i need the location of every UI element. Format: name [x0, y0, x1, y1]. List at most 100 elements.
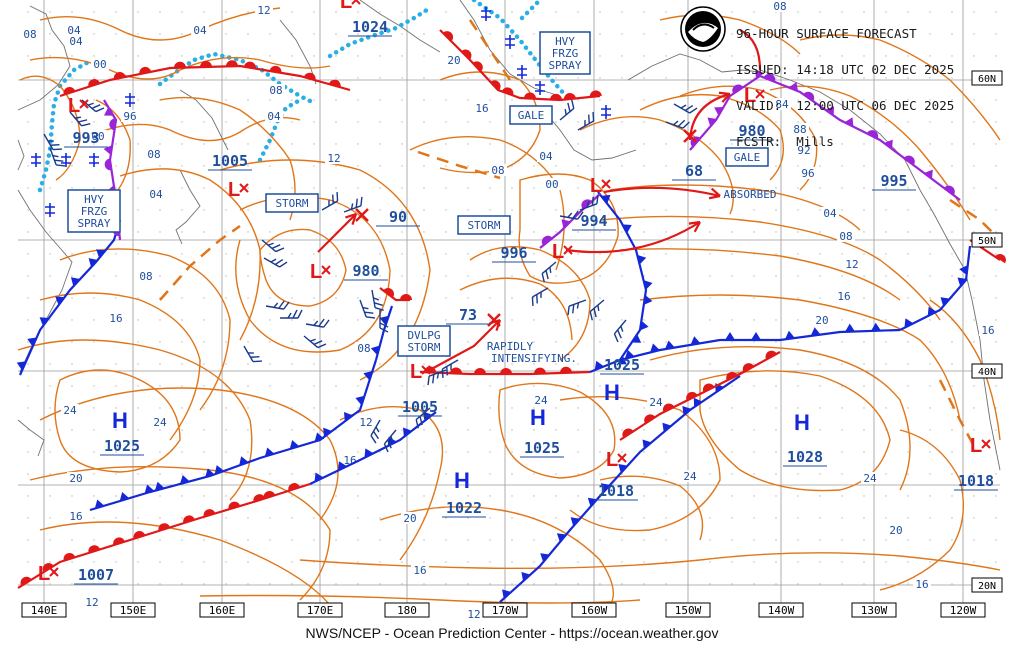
grid-dot: [291, 55, 293, 57]
wind-barb-feather: [673, 120, 679, 126]
grid-dot: [225, 363, 227, 365]
grid-dot: [841, 429, 843, 431]
grid-dot: [489, 495, 491, 497]
grid-dot: [995, 341, 997, 343]
grid-dot: [71, 451, 73, 453]
grid-dot: [335, 341, 337, 343]
wind-barb-shaft: [579, 203, 598, 211]
footer-credit: NWS/NCEP - Ocean Prediction Center - htt…: [305, 625, 719, 641]
grid-dot: [181, 561, 183, 563]
grid-dot: [71, 275, 73, 277]
grid-dot: [775, 429, 777, 431]
grid-dot: [929, 209, 931, 211]
wind-barb-feather: [541, 273, 545, 283]
grid-dot: [577, 561, 579, 563]
grid-dot: [49, 539, 51, 541]
grid-dot: [269, 539, 271, 541]
grid-dot: [379, 275, 381, 277]
grid-dot: [621, 561, 623, 563]
grid-dot: [445, 517, 447, 519]
grid-dot: [819, 209, 821, 211]
wind-barb-feather: [545, 270, 549, 280]
low-pressure-icon: L: [744, 85, 765, 107]
grid-dot: [93, 11, 95, 13]
wind-barb-feather: [373, 297, 380, 301]
grid-dot: [335, 407, 337, 409]
wind-barb-feather: [620, 325, 624, 332]
grid-dot: [49, 495, 51, 497]
grid-dot: [951, 275, 953, 277]
isobar-label-bg: [145, 148, 163, 160]
wind-barb-feather: [677, 119, 686, 127]
grid-dot: [357, 275, 359, 277]
freezing-spray-icon: [125, 93, 135, 107]
wind-barb-feather: [267, 242, 274, 246]
grid-dot: [181, 407, 183, 409]
warm-front-dvlpg-semicircle: [449, 367, 462, 374]
grid-dot: [379, 363, 381, 365]
grid-dot: [93, 319, 95, 321]
grid-dot: [467, 209, 469, 211]
grid-dot: [401, 253, 403, 255]
wind-barb: [567, 299, 587, 316]
warm-front-storm: [379, 287, 412, 302]
grid-dot: [467, 121, 469, 123]
coastline: [964, 269, 1001, 471]
grid-dot: [753, 121, 755, 123]
isobar-line: [769, 85, 971, 221]
occluded-front-alaska-semicircle: [944, 185, 955, 196]
low-pressure-icon: L: [606, 449, 627, 471]
isobar-label-bg: [532, 394, 550, 406]
grid-dot: [555, 319, 557, 321]
grid-dot: [621, 165, 623, 167]
isobar-line: [29, 465, 331, 601]
grid-dot: [533, 77, 535, 79]
grid-dot: [203, 495, 205, 497]
grid-dot: [313, 253, 315, 255]
grid-dot: [401, 539, 403, 541]
warning-box: [397, 325, 451, 357]
isobar-line: [409, 136, 565, 271]
grid-dot: [511, 561, 513, 563]
grid-dot: [27, 297, 29, 299]
grid-dot: [577, 121, 579, 123]
grid-dot: [401, 385, 403, 387]
grid-dot: [115, 517, 117, 519]
cold-front-bering-triangle: [643, 294, 653, 305]
grid-dot: [621, 121, 623, 123]
warm-front-southwest-semicircle: [133, 531, 146, 539]
wind-barb: [531, 287, 549, 306]
occluded-front-alaska-semicircle: [763, 73, 776, 82]
grid-dot: [489, 539, 491, 541]
longitude-label-box: [571, 602, 617, 618]
grid-dot: [775, 583, 777, 585]
wind-barb: [43, 133, 62, 151]
grid-dot: [489, 253, 491, 255]
grid-dot: [973, 473, 975, 475]
warm-front-southcentral: [619, 350, 781, 441]
wind-barb-feather: [279, 261, 288, 268]
warm-front-east-semicircle: [994, 253, 1006, 264]
isobar-label-bg: [861, 472, 879, 484]
grid-dot: [907, 11, 909, 13]
grid-dot: [995, 385, 997, 387]
grid-dot: [643, 33, 645, 35]
grid-dot: [467, 275, 469, 277]
low-pressure-value: 1005: [212, 152, 248, 170]
grid-dot: [137, 165, 139, 167]
grid-dot: [93, 275, 95, 277]
grid-dot: [797, 121, 799, 123]
isobar-line: [339, 406, 444, 561]
grid-dot: [973, 517, 975, 519]
grid-dot: [577, 253, 579, 255]
grid-dot: [577, 385, 579, 387]
high-pressure-value: 1025: [524, 439, 560, 457]
grid-dot: [203, 363, 205, 365]
grid-dot: [841, 143, 843, 145]
grid-dot: [27, 473, 29, 475]
grid-dot: [797, 209, 799, 211]
grid-dot: [401, 55, 403, 57]
grid-dot: [533, 583, 535, 585]
grid-dot: [115, 33, 117, 35]
grid-dot: [665, 539, 667, 541]
